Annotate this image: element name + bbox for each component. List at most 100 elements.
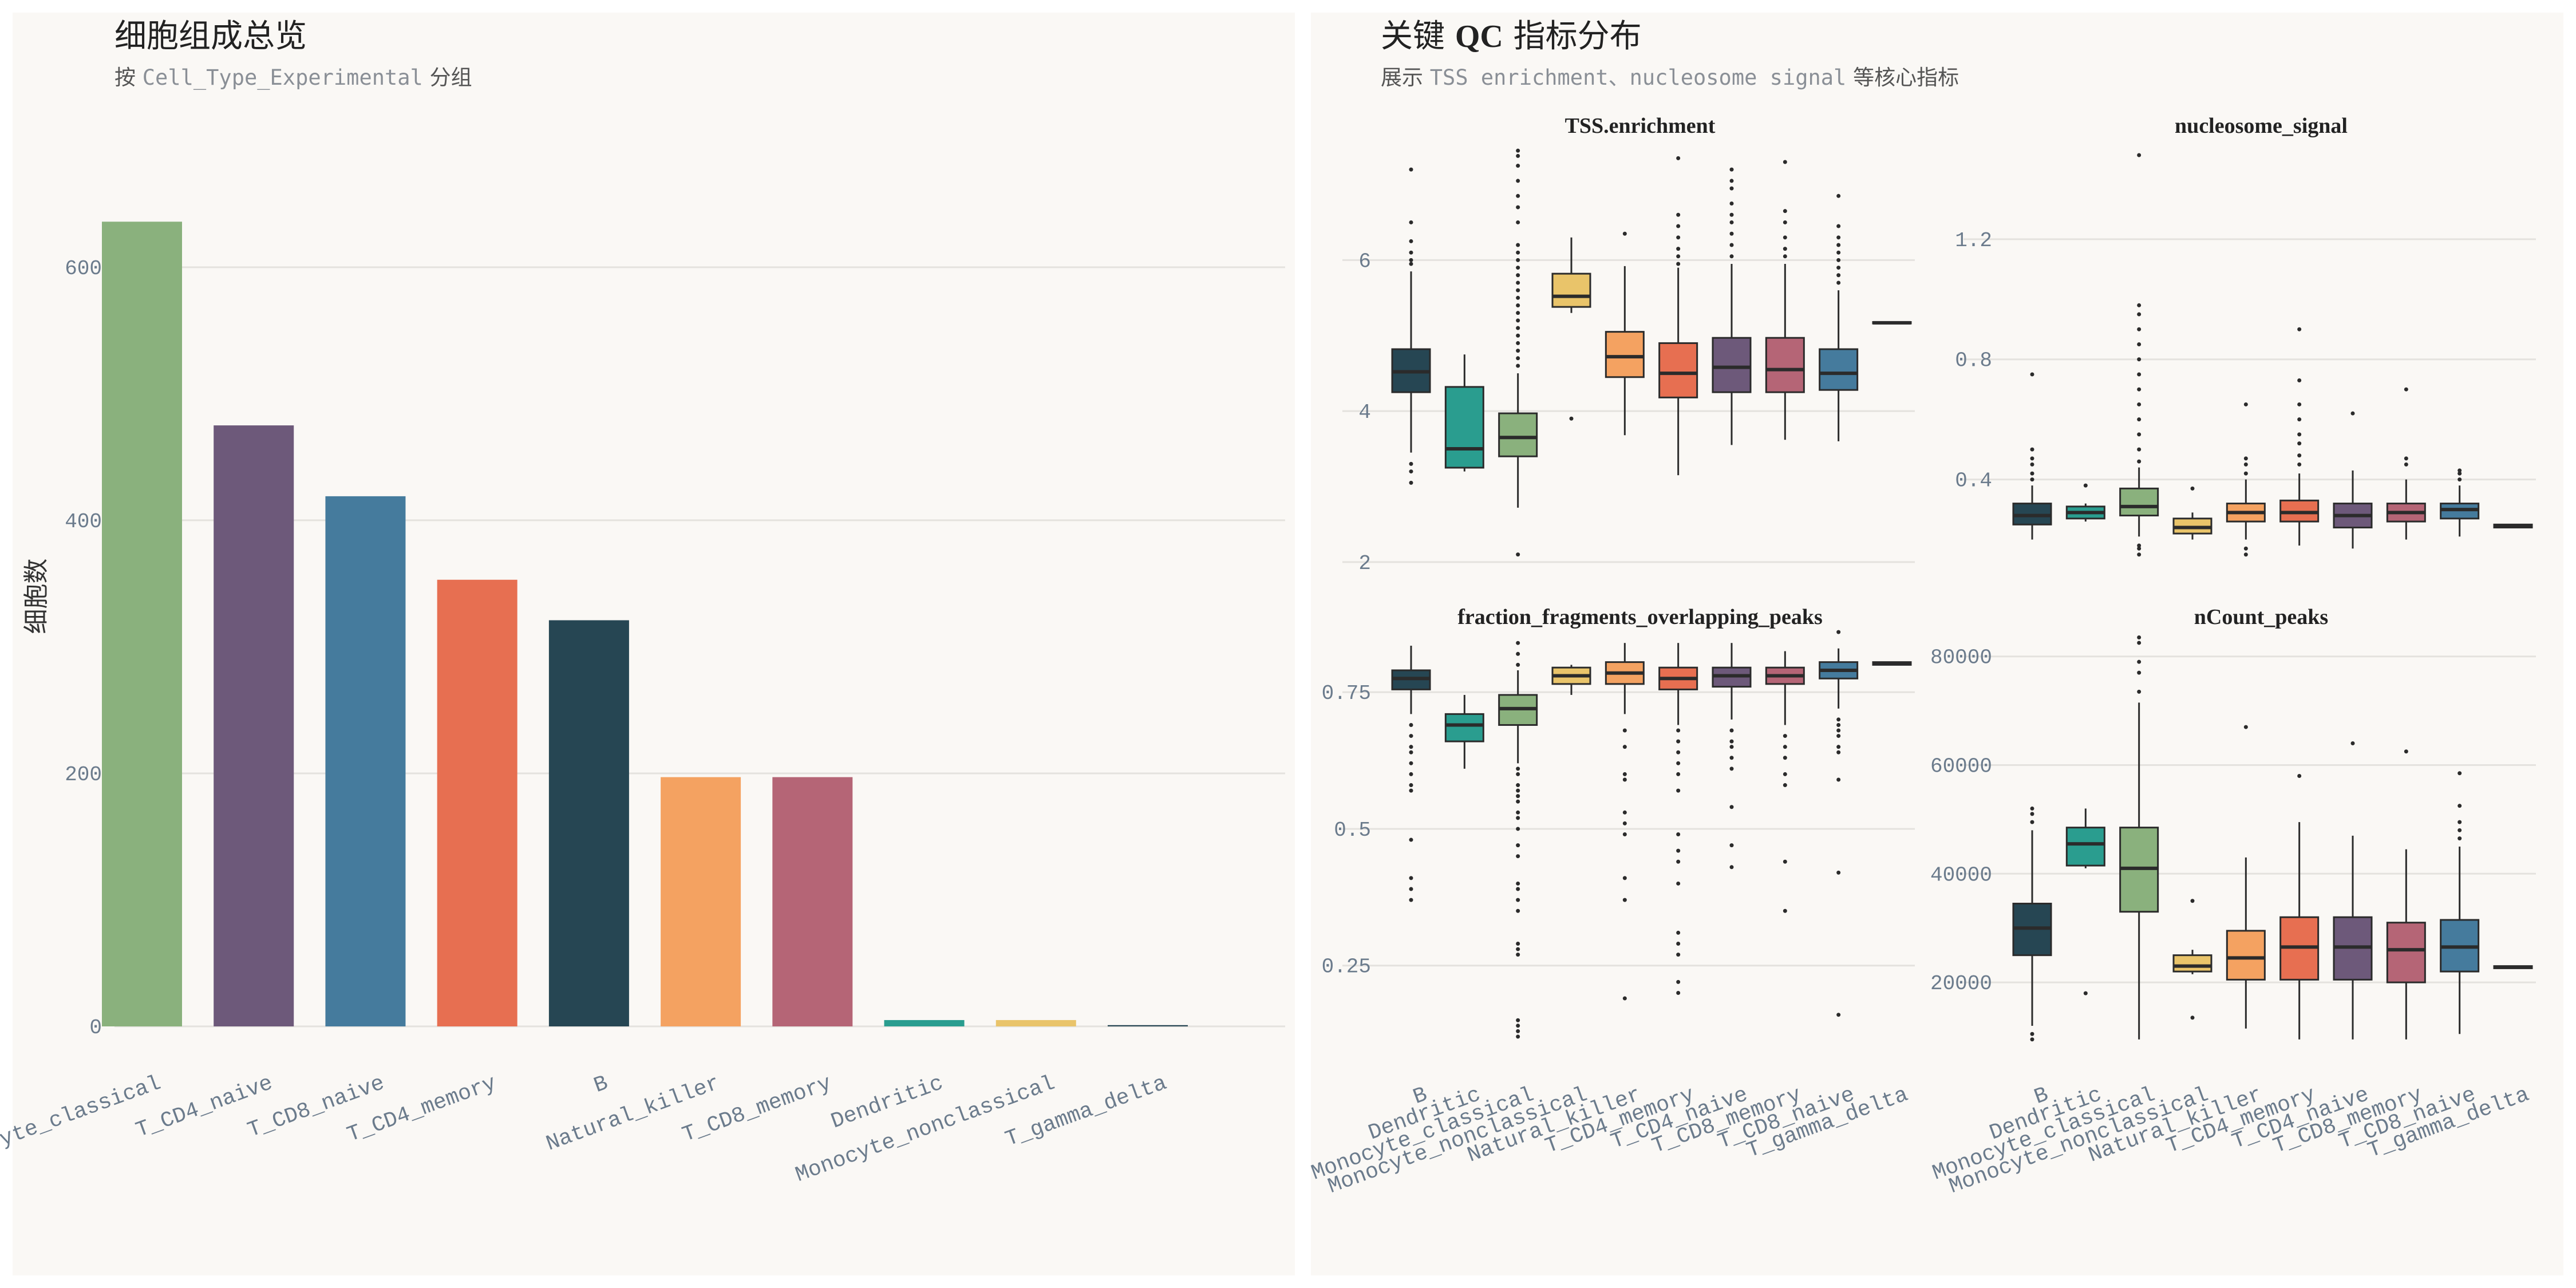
outlier-point [1676, 212, 1681, 217]
box-t-cd4-memory [1658, 643, 1698, 995]
composition-subtitle-code: Cell_Type_Experimental [143, 65, 423, 90]
outlier-point [2083, 991, 2088, 995]
box-natural-killer [2226, 402, 2266, 557]
outlier-point [1516, 854, 1520, 859]
box-dendritic [1444, 354, 1484, 472]
box-iqr [2065, 827, 2105, 867]
outlier-point [1783, 745, 1787, 749]
bar-monocyte-classical [102, 222, 182, 1026]
box-monocyte-classical [2119, 635, 2159, 1040]
outlier-point [1622, 996, 1627, 1001]
qc-title-bold: QC [1455, 19, 1503, 54]
box-dendritic [2065, 483, 2105, 522]
left-panel-background [13, 13, 1295, 1275]
outlier-point [1729, 843, 1734, 848]
outlier-point [2297, 327, 2302, 331]
outlier-point [1783, 235, 1787, 240]
outlier-point [2190, 1016, 2195, 1020]
box-monocyte-classical [1498, 148, 1538, 557]
box-t-cd8-naive [2440, 771, 2480, 1034]
facet-title: fraction_fragments_overlapping_peaks [1457, 605, 1823, 629]
composition-title: 细胞组成总览 [114, 18, 307, 55]
outlier-point [1676, 942, 1681, 946]
outlier-point [2458, 471, 2462, 476]
outlier-point [2137, 447, 2142, 452]
box-iqr [1444, 713, 1484, 742]
outlier-point [1729, 167, 1734, 172]
box-t-cd4-naive [1712, 643, 1752, 870]
outlier-point [2137, 312, 2142, 317]
outlier-point [1836, 717, 1841, 722]
outlier-point [2458, 804, 2462, 808]
outlier-point [1516, 1034, 1520, 1039]
outlier-point [1516, 651, 1520, 656]
outlier-point [1729, 212, 1734, 217]
outlier-point [1409, 461, 1413, 466]
y-tick-label: 0.8 [1955, 349, 1992, 373]
outlier-point [2030, 471, 2034, 476]
outlier-point [2137, 635, 2142, 639]
y-tick-label: 400 [65, 510, 102, 534]
outlier-point [1676, 761, 1681, 765]
outlier-point [2297, 378, 2302, 382]
outlier-point [2137, 670, 2142, 675]
outlier-point [2030, 477, 2034, 482]
nucleosome-signal-facet: nucleosome_signal 0.4 0.8 1.2 [1955, 114, 2536, 557]
bar-t-cd4-memory [437, 579, 517, 1026]
outlier-point [2137, 153, 2142, 157]
outlier-point [2243, 546, 2248, 551]
outlier-point [1676, 832, 1681, 836]
box-monocyte-nonclassical [1551, 665, 1591, 695]
outlier-point [1836, 630, 1841, 634]
outlier-point [1676, 247, 1681, 251]
outlier-point [1516, 341, 1520, 345]
outlier-point [1516, 843, 1520, 848]
outlier-point [1836, 728, 1841, 733]
box-iqr [2172, 954, 2212, 973]
outlier-point [1516, 947, 1520, 951]
outlier-point [1836, 224, 1841, 228]
outlier-point [2243, 725, 2248, 729]
outlier-point [1409, 837, 1413, 842]
composition-subtitle-suffix: 分组 [430, 65, 472, 90]
bar-t-cd4-naive [214, 425, 294, 1026]
outlier-point [2350, 741, 2355, 746]
outlier-point [1516, 349, 1520, 353]
outlier-point [1409, 167, 1413, 172]
outlier-point [1836, 870, 1841, 875]
outlier-point [1409, 258, 1413, 262]
box-t-cd8-naive [1819, 193, 1859, 441]
outlier-point [1516, 153, 1520, 158]
outlier-point [1676, 788, 1681, 793]
outlier-point [2190, 486, 2195, 491]
outlier-point [1516, 333, 1520, 338]
box-iqr [1712, 337, 1752, 393]
facet-title: TSS.enrichment [1565, 114, 1716, 138]
outlier-point [1676, 930, 1681, 935]
outlier-point [1516, 164, 1520, 168]
outlier-point [1729, 745, 1734, 749]
outlier-point [1516, 1018, 1520, 1022]
outlier-point [2137, 432, 2142, 437]
outlier-point [2243, 462, 2248, 467]
box-t-cd4-memory [2279, 773, 2320, 1040]
outlier-point [2190, 899, 2195, 903]
outlier-point [1516, 295, 1520, 300]
outlier-point [1622, 876, 1627, 880]
y-tick-label: 0.5 [1334, 819, 1371, 842]
outlier-point [1783, 254, 1787, 259]
y-tick-label: 200 [65, 763, 102, 787]
outlier-point [2030, 1032, 2034, 1036]
outlier-point [1516, 280, 1520, 285]
outlier-point [1676, 859, 1681, 864]
box-monocyte-nonclassical [1551, 237, 1591, 421]
outlier-point [2243, 471, 2248, 476]
outlier-point [1409, 480, 1413, 485]
box-t-cd4-naive [1712, 167, 1752, 445]
outlier-point [2137, 303, 2142, 307]
outlier-point [1729, 865, 1734, 870]
box-t-cd4-naive [2333, 411, 2373, 549]
box-t-cd4-naive [2333, 741, 2373, 1040]
y-tick-label: 0.25 [1322, 955, 1371, 979]
